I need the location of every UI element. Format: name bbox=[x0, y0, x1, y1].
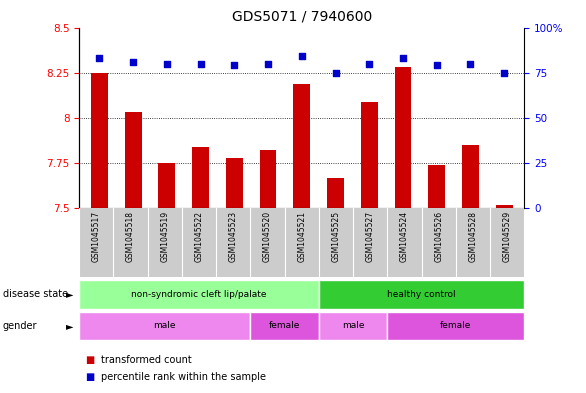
Point bbox=[263, 61, 272, 67]
Text: female: female bbox=[269, 321, 301, 330]
Text: percentile rank within the sample: percentile rank within the sample bbox=[101, 372, 267, 382]
Bar bbox=[319, 280, 524, 309]
Text: GSM1045528: GSM1045528 bbox=[469, 211, 478, 262]
Text: GSM1045521: GSM1045521 bbox=[297, 211, 306, 262]
Text: male: male bbox=[342, 321, 364, 330]
Text: male: male bbox=[154, 321, 176, 330]
Bar bbox=[192, 147, 209, 208]
Text: ►: ► bbox=[66, 289, 73, 299]
Text: GSM1045517: GSM1045517 bbox=[92, 211, 101, 262]
Text: GSM1045518: GSM1045518 bbox=[126, 211, 135, 262]
Bar bbox=[496, 205, 513, 208]
Text: non-syndromic cleft lip/palate: non-syndromic cleft lip/palate bbox=[131, 290, 267, 299]
Bar bbox=[387, 312, 524, 340]
Text: ■: ■ bbox=[85, 354, 94, 365]
Bar bbox=[250, 312, 319, 340]
Text: GSM1045523: GSM1045523 bbox=[229, 211, 238, 262]
Bar bbox=[125, 112, 142, 208]
Text: GSM1045526: GSM1045526 bbox=[434, 211, 444, 262]
Text: GSM1045519: GSM1045519 bbox=[160, 211, 169, 262]
Text: GSM1045529: GSM1045529 bbox=[503, 211, 512, 262]
Text: healthy control: healthy control bbox=[387, 290, 456, 299]
Point bbox=[196, 61, 205, 67]
Point bbox=[432, 62, 441, 69]
Point bbox=[499, 70, 509, 76]
Bar bbox=[226, 158, 243, 208]
Text: GSM1045522: GSM1045522 bbox=[195, 211, 203, 262]
Text: GSM1045520: GSM1045520 bbox=[263, 211, 272, 262]
Text: gender: gender bbox=[3, 321, 38, 331]
Bar bbox=[158, 163, 175, 208]
Text: ■: ■ bbox=[85, 372, 94, 382]
Bar bbox=[79, 312, 250, 340]
Text: female: female bbox=[440, 321, 472, 330]
Bar bbox=[294, 84, 310, 208]
Text: ►: ► bbox=[66, 321, 73, 331]
Bar bbox=[394, 67, 411, 208]
Point bbox=[128, 59, 138, 65]
Bar bbox=[462, 145, 479, 208]
Point bbox=[398, 55, 408, 61]
Text: disease state: disease state bbox=[3, 289, 68, 299]
Point bbox=[331, 70, 340, 76]
Text: GSM1045527: GSM1045527 bbox=[366, 211, 375, 262]
Point bbox=[162, 61, 172, 67]
Text: GSM1045525: GSM1045525 bbox=[332, 211, 340, 262]
Point bbox=[297, 53, 306, 60]
Text: GDS5071 / 7940600: GDS5071 / 7940600 bbox=[231, 10, 372, 24]
Bar bbox=[260, 151, 277, 208]
Bar bbox=[319, 312, 387, 340]
Point bbox=[230, 62, 239, 69]
Point bbox=[466, 61, 475, 67]
Bar bbox=[361, 102, 378, 208]
Text: transformed count: transformed count bbox=[101, 354, 192, 365]
Point bbox=[364, 61, 374, 67]
Point bbox=[95, 55, 104, 61]
Text: GSM1045524: GSM1045524 bbox=[400, 211, 409, 262]
Bar bbox=[428, 165, 445, 208]
Bar bbox=[327, 178, 344, 208]
Bar bbox=[91, 73, 108, 208]
Bar bbox=[79, 280, 319, 309]
